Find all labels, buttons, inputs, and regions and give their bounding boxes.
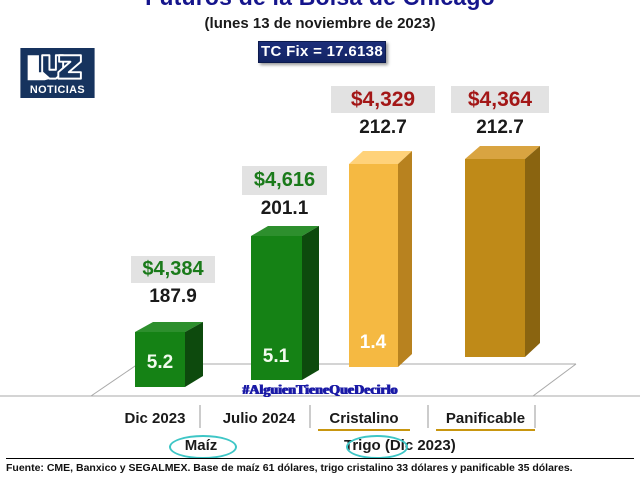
svg-text:1.4: 1.4 bbox=[360, 332, 387, 353]
svg-text:5.1: 5.1 bbox=[263, 346, 290, 367]
svg-text:5.2: 5.2 bbox=[147, 352, 173, 373]
